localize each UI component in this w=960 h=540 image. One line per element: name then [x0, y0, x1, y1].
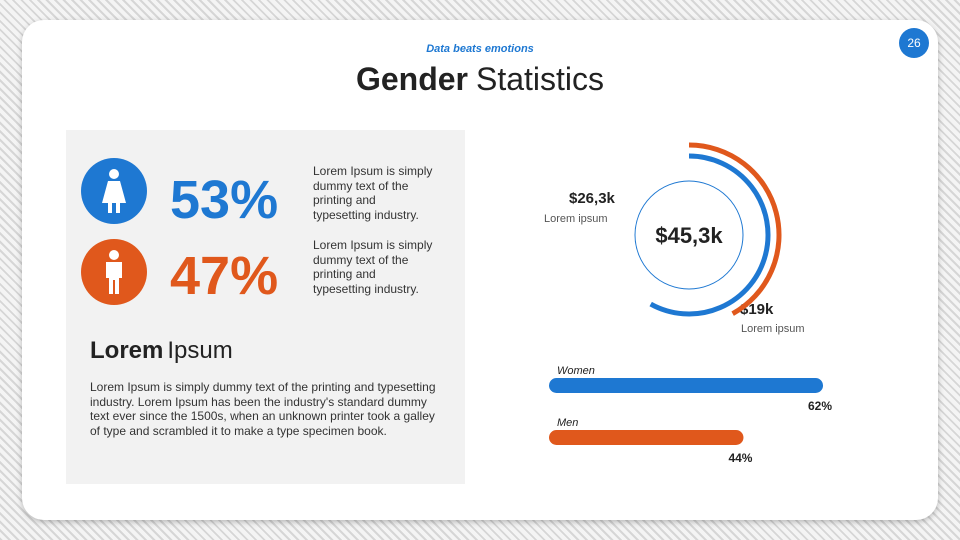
section-title-light: Ipsum	[167, 337, 232, 364]
segment-label: $26,3k	[569, 190, 616, 207]
bar-label: 44%	[728, 451, 752, 465]
title-light: Statistics	[476, 61, 604, 97]
bar	[549, 430, 744, 445]
donut-total: $45,3k	[655, 223, 723, 248]
donut-arc	[649, 153, 771, 317]
section-title: Lorem Ipsum	[90, 337, 233, 364]
male-percent: 47%	[170, 246, 278, 306]
stat-text: Lorem Ipsum is simply dummy text of the …	[313, 164, 433, 222]
female-icon	[102, 169, 126, 213]
slide-number-badge	[899, 28, 929, 58]
slide-number: 26	[907, 36, 921, 50]
segment-caption: Lorem ipsum	[544, 213, 608, 225]
segment-caption: Lorem ipsum	[741, 323, 805, 335]
bar-name: Men	[557, 417, 578, 429]
section-body: Lorem Ipsum is simply dummy text of the …	[90, 380, 436, 438]
male-icon	[106, 250, 122, 294]
title-bold: Gender	[356, 61, 468, 97]
donut-center	[634, 180, 744, 290]
bar-name: Women	[557, 365, 595, 377]
subtitle: Data beats emotions	[426, 43, 534, 55]
bar	[549, 378, 824, 393]
section-title-bold: Lorem	[90, 337, 163, 364]
stat-text: Lorem Ipsum is simply dummy text of the …	[313, 238, 433, 296]
donut-arc	[688, 142, 782, 316]
bar-label: 62%	[808, 399, 832, 413]
female-percent: 53%	[170, 170, 278, 230]
title: Gender Statistics	[356, 61, 604, 97]
